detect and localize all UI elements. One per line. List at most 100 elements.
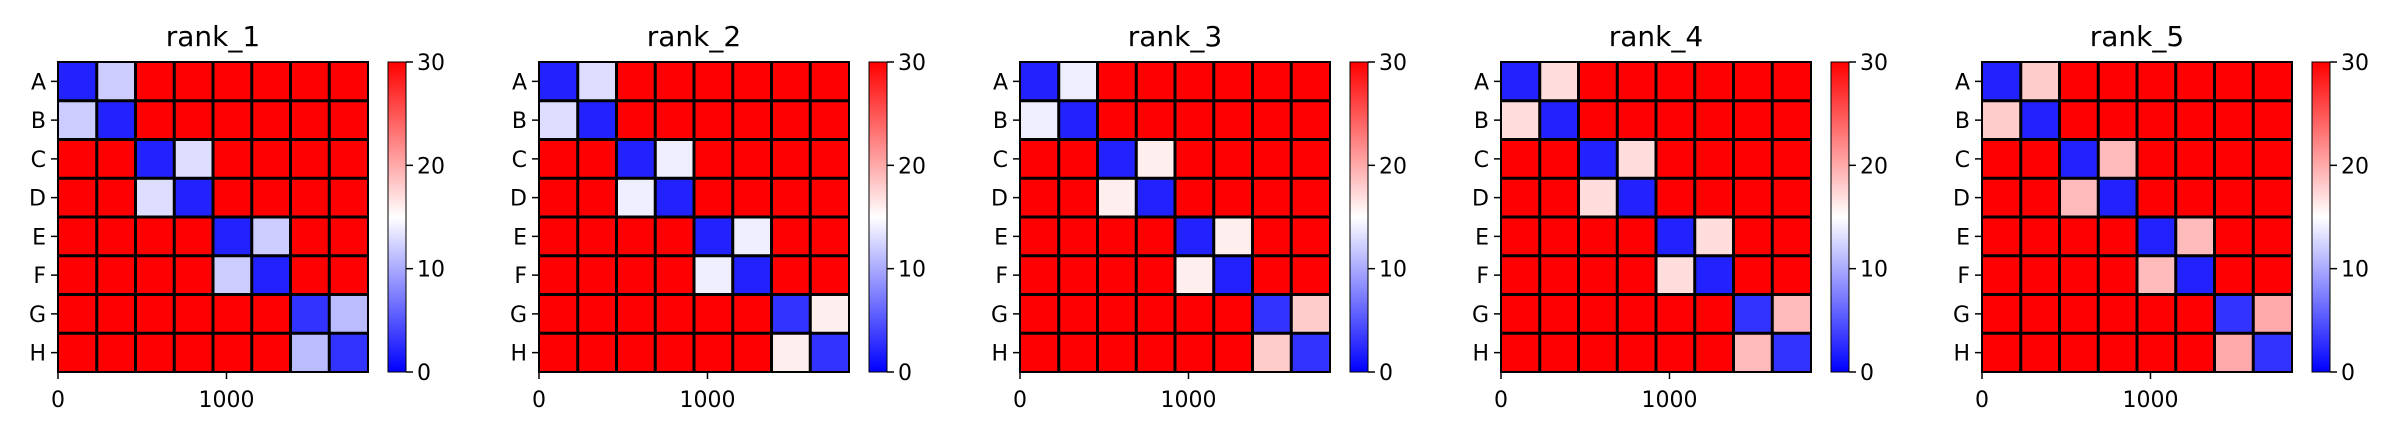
colorbar <box>1349 61 1369 373</box>
heatmap-cell <box>290 217 330 256</box>
heatmap-cell <box>810 333 849 372</box>
colorbar-tick-label: 30 <box>417 51 445 76</box>
heatmap-cell <box>732 294 772 334</box>
heatmap-cell <box>771 62 811 101</box>
heatmap-cell <box>1982 294 2021 334</box>
heatmap-cell <box>771 139 811 179</box>
heatmap-cell <box>213 333 252 372</box>
y-tick-label: F <box>995 264 1008 289</box>
heatmap-cell <box>135 255 175 295</box>
heatmap-cell <box>1501 217 1540 256</box>
heatmap-cell <box>2175 294 2215 334</box>
heatmap-cell <box>1733 139 1773 179</box>
heatmap-cell <box>135 217 175 256</box>
colorbar-tick-label: 0 <box>417 361 431 386</box>
heatmap-cell <box>1058 100 1098 140</box>
heatmap-cell <box>1656 139 1695 179</box>
heatmap-cell <box>213 178 252 217</box>
heatmap-cell <box>1213 100 1253 140</box>
heatmap-cell <box>1291 62 1330 101</box>
heatmap-cell <box>213 139 252 179</box>
heatmap-cell <box>251 333 291 372</box>
heatmap-cell <box>1136 100 1175 140</box>
heatmap-cell <box>1733 178 1773 217</box>
heatmap-cell <box>2098 62 2137 101</box>
heatmap-cell <box>1656 255 1695 295</box>
heatmap-cell <box>577 178 617 217</box>
heatmap-cell <box>135 178 175 217</box>
heatmap-cell <box>655 100 694 140</box>
heatmap-cell <box>2175 178 2215 217</box>
colorbar <box>2311 61 2331 373</box>
heatmap-cell <box>2098 139 2137 179</box>
heatmap-cell <box>2059 139 2099 179</box>
heatmap-cell <box>2098 217 2137 256</box>
heatmap-cell <box>2098 255 2137 295</box>
heatmap-cell <box>96 333 136 372</box>
heatmap-cell <box>577 217 617 256</box>
heatmap-cell <box>1733 294 1773 334</box>
heatmap-cell <box>1539 100 1579 140</box>
colorbar-tick-label: 10 <box>898 258 926 283</box>
heatmap-cell <box>771 217 811 256</box>
heatmap-cell <box>616 255 656 295</box>
heatmap-cell <box>1097 333 1137 372</box>
heatmap-cell <box>1656 294 1695 334</box>
panel-title: rank_1 <box>166 20 260 53</box>
heatmap-cell <box>329 62 368 101</box>
heatmap-cell <box>539 294 578 334</box>
block-grid <box>1501 62 1811 372</box>
heatmap-cell <box>1213 217 1253 256</box>
heatmap-cell <box>1020 333 1059 372</box>
heatmap-cell <box>1539 178 1579 217</box>
heatmap-cell <box>1733 62 1773 101</box>
heatmap-cell <box>1772 178 1811 217</box>
y-tick-label: G <box>29 303 46 328</box>
heatmap-cell <box>1291 255 1330 295</box>
y-tick-label: E <box>1475 225 1489 250</box>
y-tick-label: H <box>1472 342 1489 367</box>
heatmap-cell <box>2098 333 2137 372</box>
heatmap-cell <box>694 178 733 217</box>
heatmap-cell <box>96 62 136 101</box>
heatmap-cell <box>329 217 368 256</box>
y-tick-label: H <box>1953 342 1970 367</box>
heatmap-cell <box>810 217 849 256</box>
colorbar <box>1830 61 1850 373</box>
heatmap-cell <box>1213 255 1253 295</box>
heatmap-cell <box>2214 100 2254 140</box>
heatmap-cell <box>810 294 849 334</box>
heatmap-cell <box>2253 294 2292 334</box>
heatmap-cell <box>1291 217 1330 256</box>
heatmap-cell <box>616 294 656 334</box>
axes-frame <box>1500 61 1812 373</box>
heatmap-cell <box>577 100 617 140</box>
heatmap-cell <box>616 100 656 140</box>
colorbar-tick-label: 30 <box>898 51 926 76</box>
panel-title: rank_4 <box>1609 20 1703 53</box>
heatmap-cell <box>1020 100 1059 140</box>
y-tick-label: B <box>512 109 527 134</box>
heatmap-cell <box>58 255 97 295</box>
heatmap-cell <box>1656 62 1695 101</box>
heatmap-cell <box>1252 333 1292 372</box>
heatmap-cell <box>290 62 330 101</box>
heatmap-cell <box>810 62 849 101</box>
colorbar-tick-label: 0 <box>898 361 912 386</box>
x-tick-label: 0 <box>1013 388 1027 413</box>
heatmap-cell <box>655 178 694 217</box>
heatmap-cell <box>771 178 811 217</box>
heatmap-cell <box>1733 100 1773 140</box>
y-tick-label: A <box>1955 70 1970 95</box>
colorbar-tick-label: 10 <box>1860 258 1888 283</box>
heatmap-cell <box>1539 294 1579 334</box>
heatmap-cell <box>1617 139 1656 179</box>
heatmap-cells <box>1020 62 1330 372</box>
heatmap-cell <box>1656 178 1695 217</box>
colorbar-tick-label: 10 <box>2341 258 2369 283</box>
heatmap-cell <box>1097 178 1137 217</box>
heatmap-cell <box>1058 333 1098 372</box>
heatmap-cell <box>810 139 849 179</box>
